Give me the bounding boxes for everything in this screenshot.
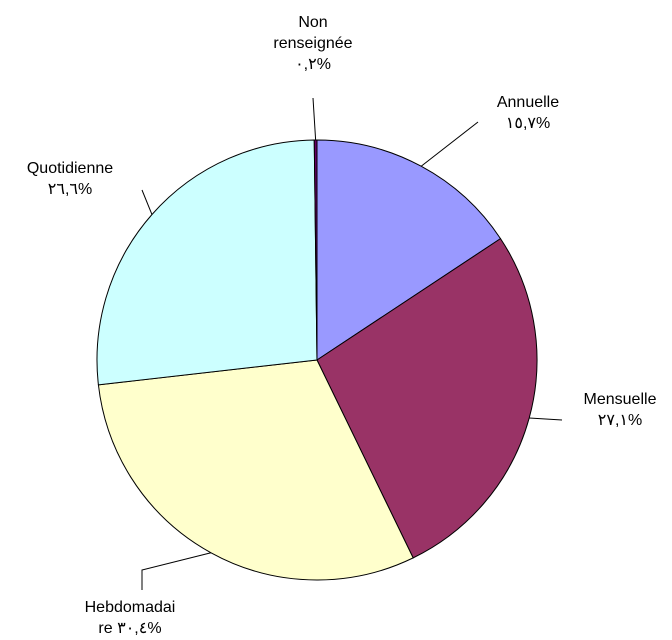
value-label: ١٥,٧% <box>505 115 551 132</box>
value-label: ٣٠,٤% <box>117 620 162 637</box>
category-label: Hebdomadaire <box>84 599 176 637</box>
category-label: Annuelle <box>496 94 560 111</box>
value-label: ٢٦,٦% <box>47 181 93 198</box>
value-label: ٢٧,١% <box>597 412 643 429</box>
category-label: Mensuelle <box>583 391 657 408</box>
slice-label: Annuelle ١٥,٧% <box>468 92 588 134</box>
slice-label: Hebdomadaire ٣٠,٤% <box>82 597 178 639</box>
category-label: Non renseignée <box>273 14 353 52</box>
slice-label: Mensuelle ٢٧,١% <box>565 389 672 431</box>
pie-slice <box>316 139 502 361</box>
slice-label: Quotidienne ٢٦,٦% <box>5 158 135 200</box>
leader-line <box>529 417 563 421</box>
leader-line <box>312 97 317 141</box>
category-label: Quotidienne <box>26 160 114 177</box>
leader-line <box>141 552 212 590</box>
slice-label: Non renseignée ٠,٢% <box>263 12 363 75</box>
leader-line <box>420 121 479 167</box>
pie-slice <box>316 237 538 559</box>
leader-line <box>141 189 153 215</box>
value-label: ٠,٢% <box>295 56 331 73</box>
